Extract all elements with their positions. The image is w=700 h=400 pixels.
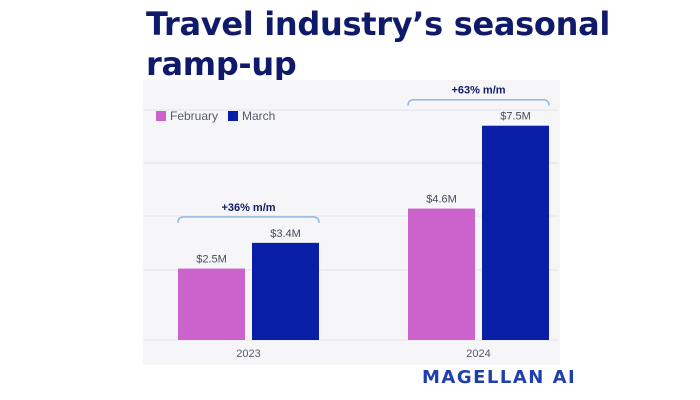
legend-label-march: March bbox=[242, 109, 275, 123]
legend-swatch-february bbox=[156, 111, 166, 121]
bar-march-2023 bbox=[252, 242, 319, 340]
annotation-bracket bbox=[407, 98, 550, 106]
annotation-change-label: +36% m/m bbox=[221, 202, 275, 214]
chart-title: Travel industry’s seasonal ramp-up bbox=[146, 5, 611, 83]
annotation-change-label: +63% m/m bbox=[451, 85, 505, 97]
bar-march-2024 bbox=[482, 125, 549, 340]
bar-value-label: $2.5M bbox=[196, 254, 227, 266]
brand-logo: MAGELLAN AI bbox=[422, 367, 577, 388]
bar-value-label: $4.6M bbox=[426, 194, 457, 206]
bar-february-2023 bbox=[178, 268, 245, 340]
x-tick-label-2024: 2024 bbox=[466, 348, 490, 360]
legend-label-february: February bbox=[170, 109, 218, 123]
annotation-bracket bbox=[177, 216, 320, 223]
bar-value-label: $3.4M bbox=[270, 228, 301, 240]
legend-swatch-march bbox=[228, 111, 238, 121]
x-tick-label-2023: 2023 bbox=[236, 348, 260, 360]
bar-february-2024 bbox=[408, 208, 475, 340]
bar-value-label: $7.5M bbox=[500, 111, 531, 123]
